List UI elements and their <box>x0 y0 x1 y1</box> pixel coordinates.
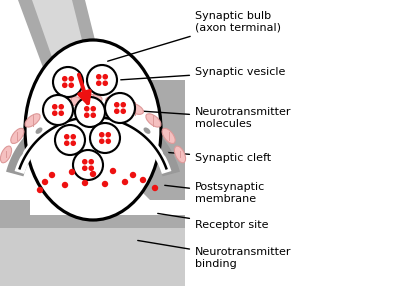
Circle shape <box>58 110 64 116</box>
Circle shape <box>82 180 88 186</box>
Circle shape <box>114 102 120 108</box>
Circle shape <box>49 172 55 178</box>
Circle shape <box>152 185 158 191</box>
Circle shape <box>122 179 128 185</box>
Circle shape <box>96 74 102 80</box>
Circle shape <box>102 74 108 80</box>
Circle shape <box>106 138 111 144</box>
Ellipse shape <box>118 113 126 119</box>
Text: Neurotransmitter
binding: Neurotransmitter binding <box>138 241 292 269</box>
Polygon shape <box>14 113 172 174</box>
Circle shape <box>52 104 58 110</box>
Ellipse shape <box>144 128 150 134</box>
Ellipse shape <box>174 146 186 163</box>
Circle shape <box>140 177 146 183</box>
Circle shape <box>114 108 120 114</box>
Ellipse shape <box>0 146 12 163</box>
Circle shape <box>82 165 88 171</box>
Circle shape <box>102 181 108 187</box>
Circle shape <box>73 150 103 180</box>
Circle shape <box>88 159 94 164</box>
Ellipse shape <box>89 108 97 114</box>
Ellipse shape <box>62 97 80 106</box>
Polygon shape <box>6 105 180 176</box>
Circle shape <box>130 172 136 178</box>
Polygon shape <box>32 0 97 100</box>
Circle shape <box>62 182 68 188</box>
Circle shape <box>90 112 96 118</box>
Circle shape <box>106 132 111 138</box>
Text: Synaptic vesicle: Synaptic vesicle <box>121 67 285 80</box>
Circle shape <box>90 171 96 177</box>
Polygon shape <box>0 200 30 215</box>
Circle shape <box>120 108 126 114</box>
Circle shape <box>96 80 102 86</box>
Circle shape <box>90 123 120 153</box>
Text: Postsynaptic
membrane: Postsynaptic membrane <box>165 182 265 204</box>
Circle shape <box>37 187 43 193</box>
Ellipse shape <box>36 128 42 134</box>
Circle shape <box>120 102 126 108</box>
Circle shape <box>99 132 104 138</box>
Ellipse shape <box>60 113 68 119</box>
Circle shape <box>52 110 58 116</box>
Circle shape <box>62 82 68 88</box>
Circle shape <box>110 168 116 174</box>
Circle shape <box>68 82 74 88</box>
Ellipse shape <box>25 40 161 220</box>
Ellipse shape <box>17 149 23 157</box>
Circle shape <box>88 165 94 171</box>
Circle shape <box>43 95 73 125</box>
Ellipse shape <box>146 114 161 127</box>
Ellipse shape <box>162 128 175 144</box>
Circle shape <box>90 106 96 112</box>
Circle shape <box>105 93 135 123</box>
Ellipse shape <box>127 103 144 114</box>
Ellipse shape <box>106 97 124 106</box>
Circle shape <box>82 159 88 164</box>
Polygon shape <box>18 0 110 100</box>
Circle shape <box>75 97 105 127</box>
Circle shape <box>69 169 75 175</box>
Ellipse shape <box>11 128 24 144</box>
Circle shape <box>53 67 83 97</box>
Circle shape <box>58 104 64 110</box>
Ellipse shape <box>42 103 59 114</box>
Circle shape <box>42 179 48 185</box>
Text: Neurotransmitter
molecules: Neurotransmitter molecules <box>128 107 292 129</box>
Text: Synaptic cleft: Synaptic cleft <box>165 152 271 163</box>
Circle shape <box>102 80 108 86</box>
Circle shape <box>62 76 68 82</box>
Circle shape <box>87 65 117 95</box>
Polygon shape <box>0 215 185 286</box>
Circle shape <box>64 140 70 146</box>
Polygon shape <box>0 228 185 286</box>
Circle shape <box>84 112 90 118</box>
Circle shape <box>70 140 76 146</box>
Polygon shape <box>130 80 185 200</box>
Ellipse shape <box>84 94 102 104</box>
Circle shape <box>64 134 70 140</box>
Text: Receptor site: Receptor site <box>158 213 268 230</box>
Circle shape <box>84 106 90 112</box>
Circle shape <box>55 125 85 155</box>
Text: Synaptic bulb
(axon terminal): Synaptic bulb (axon terminal) <box>108 11 281 61</box>
Ellipse shape <box>163 149 169 157</box>
Circle shape <box>68 76 74 82</box>
Ellipse shape <box>25 114 40 127</box>
Circle shape <box>99 138 104 144</box>
Circle shape <box>70 134 76 140</box>
